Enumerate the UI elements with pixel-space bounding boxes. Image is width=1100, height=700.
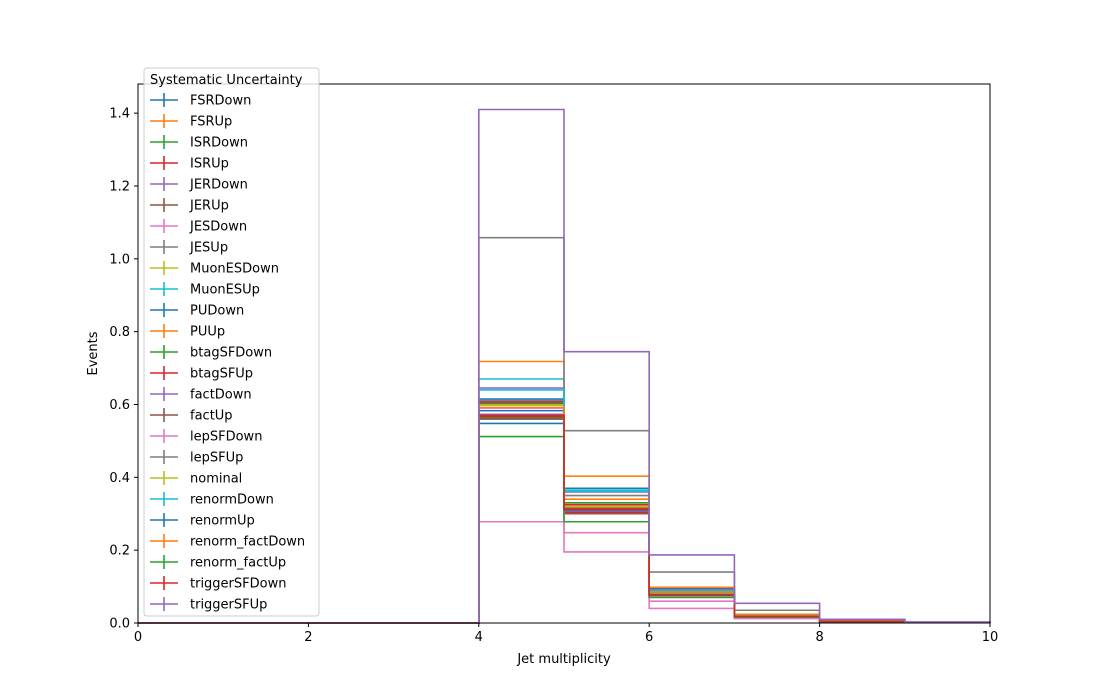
y-tick-label: 1.2 [109, 179, 130, 194]
y-tick-label: 0.6 [109, 398, 130, 413]
legend-label: PUUp [190, 325, 225, 340]
legend-label: PUDown [190, 304, 244, 319]
legend-label: renormUp [190, 514, 255, 529]
y-tick-label: 0.4 [109, 471, 130, 486]
axes-frame [137, 83, 991, 624]
legend-item: lepSFDown [150, 429, 262, 445]
legend-label: FSRUp [190, 115, 232, 130]
legend-label: nominal [190, 472, 242, 487]
legend-item: ISRUp [150, 156, 229, 172]
legend-item: triggerSFDown [150, 576, 286, 592]
legend-label: JESUp [189, 241, 228, 256]
legend-label: lepSFDown [190, 430, 262, 445]
legend-item: renormDown [150, 492, 274, 508]
legend-label: JERUp [189, 199, 229, 214]
x-tick-label: 2 [304, 630, 312, 645]
legend-title: Systematic Uncertainty [150, 73, 303, 88]
y-tick-label: 1.0 [109, 252, 130, 267]
legend-box [143, 67, 320, 617]
legend-label: JESDown [189, 220, 247, 235]
legend-item: MuonESDown [150, 261, 279, 277]
legend-label: lepSFUp [190, 451, 243, 466]
legend-label: renorm_factUp [190, 556, 286, 571]
legend-item: btagSFUp [150, 366, 253, 382]
legend-label: renormDown [190, 493, 274, 508]
legend-label: MuonESDown [190, 262, 279, 277]
legend-item: renorm_factUp [150, 555, 286, 571]
legend-label: factUp [190, 409, 233, 424]
legend-item: FSRUp [150, 114, 232, 130]
legend-item: triggerSFUp [150, 597, 267, 613]
legend-label: factDown [190, 388, 252, 403]
legend-label: ISRUp [190, 157, 229, 172]
legend-item: renormUp [150, 513, 255, 529]
y-axis: 0.0 0.2 0.4 0.6 0.8 1.0 1.2 1.4 [109, 107, 138, 632]
legend-label: btagSFUp [190, 367, 253, 382]
y-axis-label: Events [86, 331, 101, 375]
legend-item: PUUp [150, 324, 225, 340]
x-tick-label: 8 [815, 630, 823, 645]
x-tick-label: 0 [134, 630, 142, 645]
legend-label: JERDown [189, 178, 248, 193]
legend-item: ISRDown [150, 135, 248, 151]
legend-item: JERDown [150, 177, 248, 193]
legend-label: btagSFDown [190, 346, 272, 361]
legend-item: FSRDown [150, 93, 251, 109]
legend-label: triggerSFUp [190, 598, 267, 613]
legend-item: lepSFUp [150, 450, 243, 466]
legend-label: triggerSFDown [190, 577, 286, 592]
legend: Systematic Uncertainty FSRDown FSRUp ISRDo… [143, 67, 320, 617]
x-tick-label: 6 [645, 630, 653, 645]
x-axis-label: Jet multiplicity [516, 652, 611, 667]
legend-item: factDown [150, 387, 252, 403]
x-tick-label: 4 [475, 630, 483, 645]
y-tick-label: 0.2 [109, 544, 130, 559]
legend-item: renorm_factDown [150, 534, 305, 550]
x-tick-label: 10 [982, 630, 999, 645]
legend-item: btagSFDown [150, 345, 272, 361]
legend-item: JESUp [150, 240, 228, 256]
y-tick-label: 0.8 [109, 325, 130, 340]
legend-item: JESDown [150, 219, 247, 235]
y-tick-label: 1.4 [109, 107, 130, 122]
legend-item: PUDown [150, 303, 244, 319]
y-tick-label: 0.0 [109, 617, 130, 632]
legend-label: MuonESUp [190, 283, 260, 298]
legend-item: factUp [150, 408, 233, 424]
legend-item: MuonESUp [150, 282, 260, 298]
legend-item: JERUp [150, 198, 229, 214]
legend-label: FSRDown [190, 94, 251, 109]
legend-item: nominal [150, 471, 242, 487]
legend-label: ISRDown [190, 136, 248, 151]
x-axis: 0 2 4 6 8 10 [134, 623, 998, 645]
legend-label: renorm_factDown [190, 535, 305, 550]
